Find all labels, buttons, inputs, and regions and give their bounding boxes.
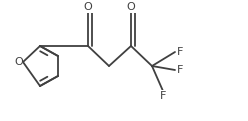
Text: O: O: [127, 2, 135, 12]
Text: F: F: [177, 47, 184, 57]
Text: F: F: [177, 65, 184, 75]
Text: O: O: [14, 57, 23, 67]
Text: F: F: [160, 91, 166, 101]
Text: O: O: [84, 2, 92, 12]
